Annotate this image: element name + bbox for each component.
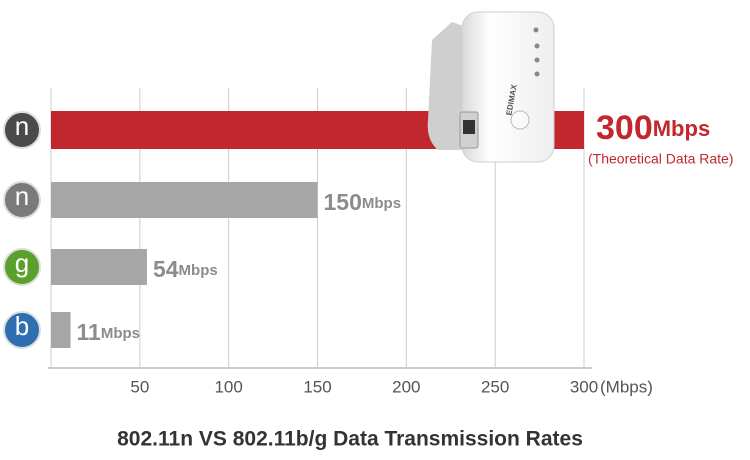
category-label: n: [15, 111, 29, 141]
value-label: 54Mbps: [153, 256, 218, 282]
category-icon: [3, 111, 41, 149]
chart-title: 802.11n VS 802.11b/g Data Transmission R…: [117, 428, 583, 451]
x-axis-unit: (Mbps): [600, 377, 653, 396]
category-label: g: [15, 248, 29, 278]
x-tick-label: 100: [214, 377, 242, 396]
value-label: 300Mbps: [596, 109, 710, 147]
device-leds: [533, 27, 540, 77]
bar: [51, 312, 71, 348]
labels: 50 100 150 200 250 300 (Mbps) n 300Mbps n 150Mbps g…: [3, 109, 734, 396]
value-label: 150Mbps: [324, 189, 402, 215]
x-tick-label: 150: [303, 377, 331, 396]
x-tick-label: 50: [130, 377, 149, 396]
x-tick-label: 250: [481, 377, 509, 396]
bar: [51, 182, 318, 218]
annotation: (Theoretical Data Rate): [588, 151, 734, 167]
category-icon: [3, 311, 41, 349]
device-port-hole: [463, 120, 475, 134]
bar: [51, 249, 147, 285]
category-label: n: [15, 181, 29, 211]
device: EDIMAX: [427, 11, 555, 163]
category-icon: [3, 181, 41, 219]
x-tick-label: 200: [392, 377, 420, 396]
category-label: b: [15, 311, 29, 341]
device-button: [510, 110, 530, 130]
category-icon: [3, 248, 41, 286]
value-label: 11Mbps: [77, 319, 141, 345]
device-body: [461, 11, 555, 163]
x-tick-label: 300: [570, 377, 598, 396]
